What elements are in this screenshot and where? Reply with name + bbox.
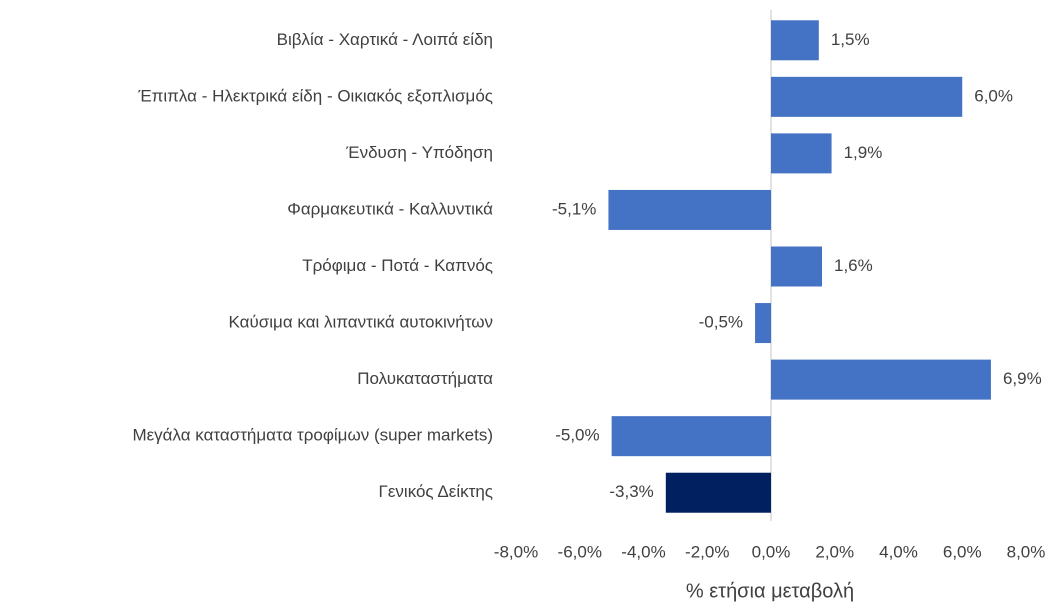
value-label: 1,5% xyxy=(831,30,870,49)
value-label: 1,9% xyxy=(844,143,883,162)
category-label: Έπιπλα - Ηλεκτρικά είδη - Οικιακός εξοπλ… xyxy=(137,86,493,105)
bar xyxy=(771,246,822,287)
x-tick-label: 8,0% xyxy=(1007,542,1046,561)
x-tick-label: -8,0% xyxy=(494,542,538,561)
bar xyxy=(771,133,832,174)
category-label: Φαρμακευτικά - Καλλυντικά xyxy=(287,199,493,218)
x-tick-label: 4,0% xyxy=(879,542,918,561)
x-tick-label: -4,0% xyxy=(621,542,665,561)
category-label: Βιβλία - Χαρτικά - Λοιπά είδη xyxy=(277,30,493,49)
value-label: 1,6% xyxy=(834,256,873,275)
value-label: 6,0% xyxy=(974,86,1013,105)
x-tick-label: 2,0% xyxy=(815,542,854,561)
value-label: -0,5% xyxy=(699,313,743,332)
x-tick-label: 6,0% xyxy=(943,542,982,561)
value-label: -5,1% xyxy=(552,199,596,218)
value-label: -3,3% xyxy=(609,482,653,501)
category-label: Μεγάλα καταστήματα τροφίμων (super marke… xyxy=(132,426,493,445)
category-label: Πολυκαταστήματα xyxy=(357,369,493,388)
category-label: Ένδυση - Υπόδηση xyxy=(345,143,493,162)
category-label: Τρόφιμα - Ποτά - Καπνός xyxy=(302,256,493,275)
bar xyxy=(771,76,963,117)
x-tick-label: 0,0% xyxy=(752,542,791,561)
x-tick-label: -6,0% xyxy=(558,542,602,561)
bar xyxy=(771,20,819,61)
bar xyxy=(771,359,991,400)
bar xyxy=(608,189,771,230)
value-label: -5,0% xyxy=(555,426,599,445)
bar xyxy=(755,303,771,344)
x-tick-label: -2,0% xyxy=(685,542,729,561)
bar xyxy=(611,416,771,457)
x-axis-label: % ετήσια μεταβολή xyxy=(686,580,854,602)
category-label: Γενικός Δείκτης xyxy=(378,482,493,501)
value-label: 6,9% xyxy=(1003,369,1042,388)
bar xyxy=(665,472,771,513)
category-label: Καύσιμα και λιπαντικά αυτοκινήτων xyxy=(229,313,493,332)
